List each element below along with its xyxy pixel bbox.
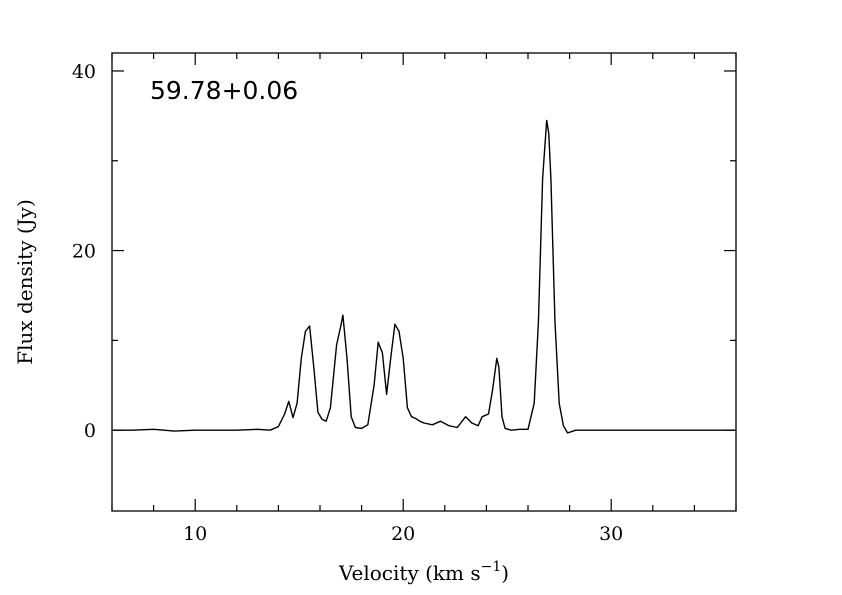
x-axis-label-close: ) [501,561,509,585]
source-label: 59.78+0.06 [150,76,298,105]
x-tick-label: 30 [599,523,623,545]
x-axis-label-exponent: −1 [481,559,502,575]
y-tick-label: 20 [72,241,96,263]
x-tick-label: 10 [183,523,207,545]
series-line [112,119,736,434]
x-tick-label: 20 [391,523,415,545]
y-tick-label: 0 [84,420,96,442]
y-tick-label: 40 [72,61,96,83]
plot-frame [111,52,737,512]
y-axis-label: Flux density (Jy) [13,199,37,365]
axis-ticks [111,53,737,511]
x-axis-label: Velocity (km s−1) [338,559,509,585]
x-axis-label-main: Velocity (km s [338,561,481,585]
tick-labels: 10 20 30 0 20 40 [72,61,623,545]
